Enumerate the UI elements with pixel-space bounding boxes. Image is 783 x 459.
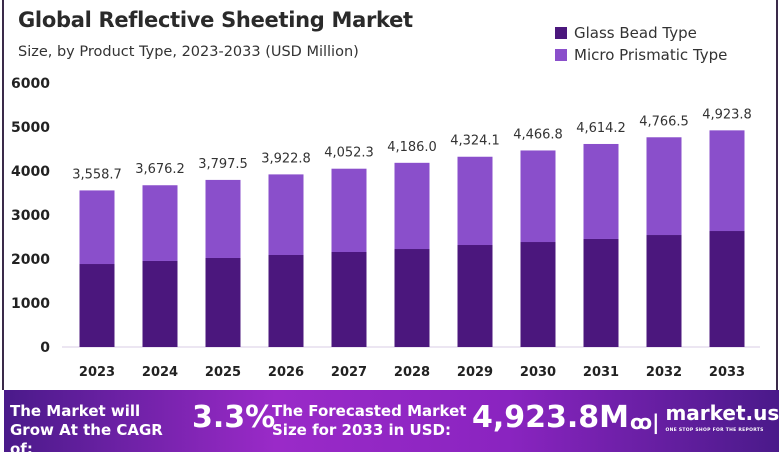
x-tick-label: 2032 — [646, 365, 682, 380]
x-tick-label: 2028 — [394, 365, 430, 380]
total-label: 3,558.7 — [72, 167, 122, 182]
logo-tagline: ONE STOP SHOP FOR THE REPORTS — [665, 428, 764, 433]
bar-segment-micro-prismatic — [268, 174, 304, 255]
bar-segment-micro-prismatic — [142, 185, 178, 261]
cagr-value: 3.3% — [192, 400, 276, 435]
bar-segment-glass-bead — [205, 257, 241, 347]
legend-item-glass-bead: Glass Bead Type — [555, 22, 727, 44]
y-tick-label: 4000 — [11, 164, 50, 180]
x-tick-label: 2033 — [709, 365, 745, 380]
chart-title: Global Reflective Sheeting Market — [18, 8, 413, 32]
total-label: 4,614.2 — [576, 121, 626, 136]
bar-segment-glass-bead — [79, 264, 115, 347]
market-us-logo: ꝏ| market.us ONE STOP SHOP FOR THE REPORT… — [630, 401, 780, 440]
bar-segment-micro-prismatic — [79, 190, 115, 265]
bar-segment-glass-bead — [583, 238, 619, 347]
x-tick-label: 2025 — [205, 365, 241, 380]
x-tick-label: 2026 — [268, 365, 304, 380]
bar-segment-glass-bead — [457, 245, 493, 347]
total-label: 4,186.0 — [387, 140, 437, 155]
bar-segment-micro-prismatic — [457, 156, 493, 246]
bar-segment-micro-prismatic — [583, 143, 619, 239]
bar-segment-micro-prismatic — [520, 150, 556, 243]
bar-segment-glass-bead — [331, 252, 367, 347]
total-label: 4,923.8 — [702, 107, 752, 122]
bar-segment-micro-prismatic — [646, 137, 682, 236]
bar-segment-micro-prismatic — [394, 162, 430, 250]
x-tick-label: 2029 — [457, 365, 493, 380]
total-label: 4,766.5 — [639, 114, 689, 129]
bar-chart: 0 1000 2000 3000 4000 5000 6000 3,558.7 2023 3,67… — [11, 76, 760, 380]
y-tick-label: 5000 — [11, 120, 50, 136]
bar-segment-glass-bead — [709, 231, 745, 347]
bar-segment-glass-bead — [394, 249, 430, 347]
x-tick-label: 2031 — [583, 365, 619, 380]
x-tick-label: 2030 — [520, 365, 556, 380]
total-label: 3,797.5 — [198, 157, 248, 172]
chart-subtitle: Size, by Product Type, 2023-2033 (USD Mi… — [18, 44, 359, 60]
bar-segment-micro-prismatic — [709, 130, 745, 232]
y-tick-label: 0 — [40, 340, 50, 356]
bar-segment-glass-bead — [142, 260, 178, 347]
legend-item-micro-prismatic: Micro Prismatic Type — [555, 44, 727, 66]
cagr-label: The Market will Grow At the CAGR of: — [10, 402, 163, 458]
x-tick-label: 2027 — [331, 365, 367, 380]
total-label: 4,324.1 — [450, 134, 500, 149]
total-label: 4,052.3 — [324, 146, 374, 161]
y-tick-label: 6000 — [11, 76, 50, 92]
bar-segment-micro-prismatic — [205, 179, 241, 258]
x-tick-label: 2024 — [142, 365, 178, 380]
total-label: 3,922.8 — [261, 151, 311, 166]
bar-segment-glass-bead — [520, 242, 556, 347]
bar-segment-micro-prismatic — [331, 168, 367, 253]
forecast-value: 4,923.8M — [472, 400, 630, 435]
legend-label: Glass Bead Type — [574, 24, 697, 42]
y-tick-label: 3000 — [11, 208, 50, 224]
legend-swatch — [555, 27, 567, 39]
total-label: 4,466.8 — [513, 127, 563, 142]
bar-segment-glass-bead — [646, 235, 682, 347]
chart-frame — [2, 0, 778, 390]
logo-icon: ꝏ| — [630, 410, 660, 434]
legend-swatch — [555, 49, 567, 61]
x-tick-label: 2023 — [79, 365, 115, 380]
total-label: 3,676.2 — [135, 162, 185, 177]
legend-label: Micro Prismatic Type — [574, 46, 728, 64]
y-tick-label: 1000 — [11, 296, 50, 312]
bar-segment-glass-bead — [268, 254, 304, 347]
logo-text: market.us — [665, 401, 780, 425]
y-tick-label: 2000 — [11, 252, 50, 268]
forecast-label: The Forecasted Market Size for 2033 in U… — [272, 402, 467, 439]
legend: Glass Bead Type Micro Prismatic Type — [555, 22, 727, 66]
footer-banner: The Market will Grow At the CAGR of: 3.3… — [4, 390, 780, 458]
